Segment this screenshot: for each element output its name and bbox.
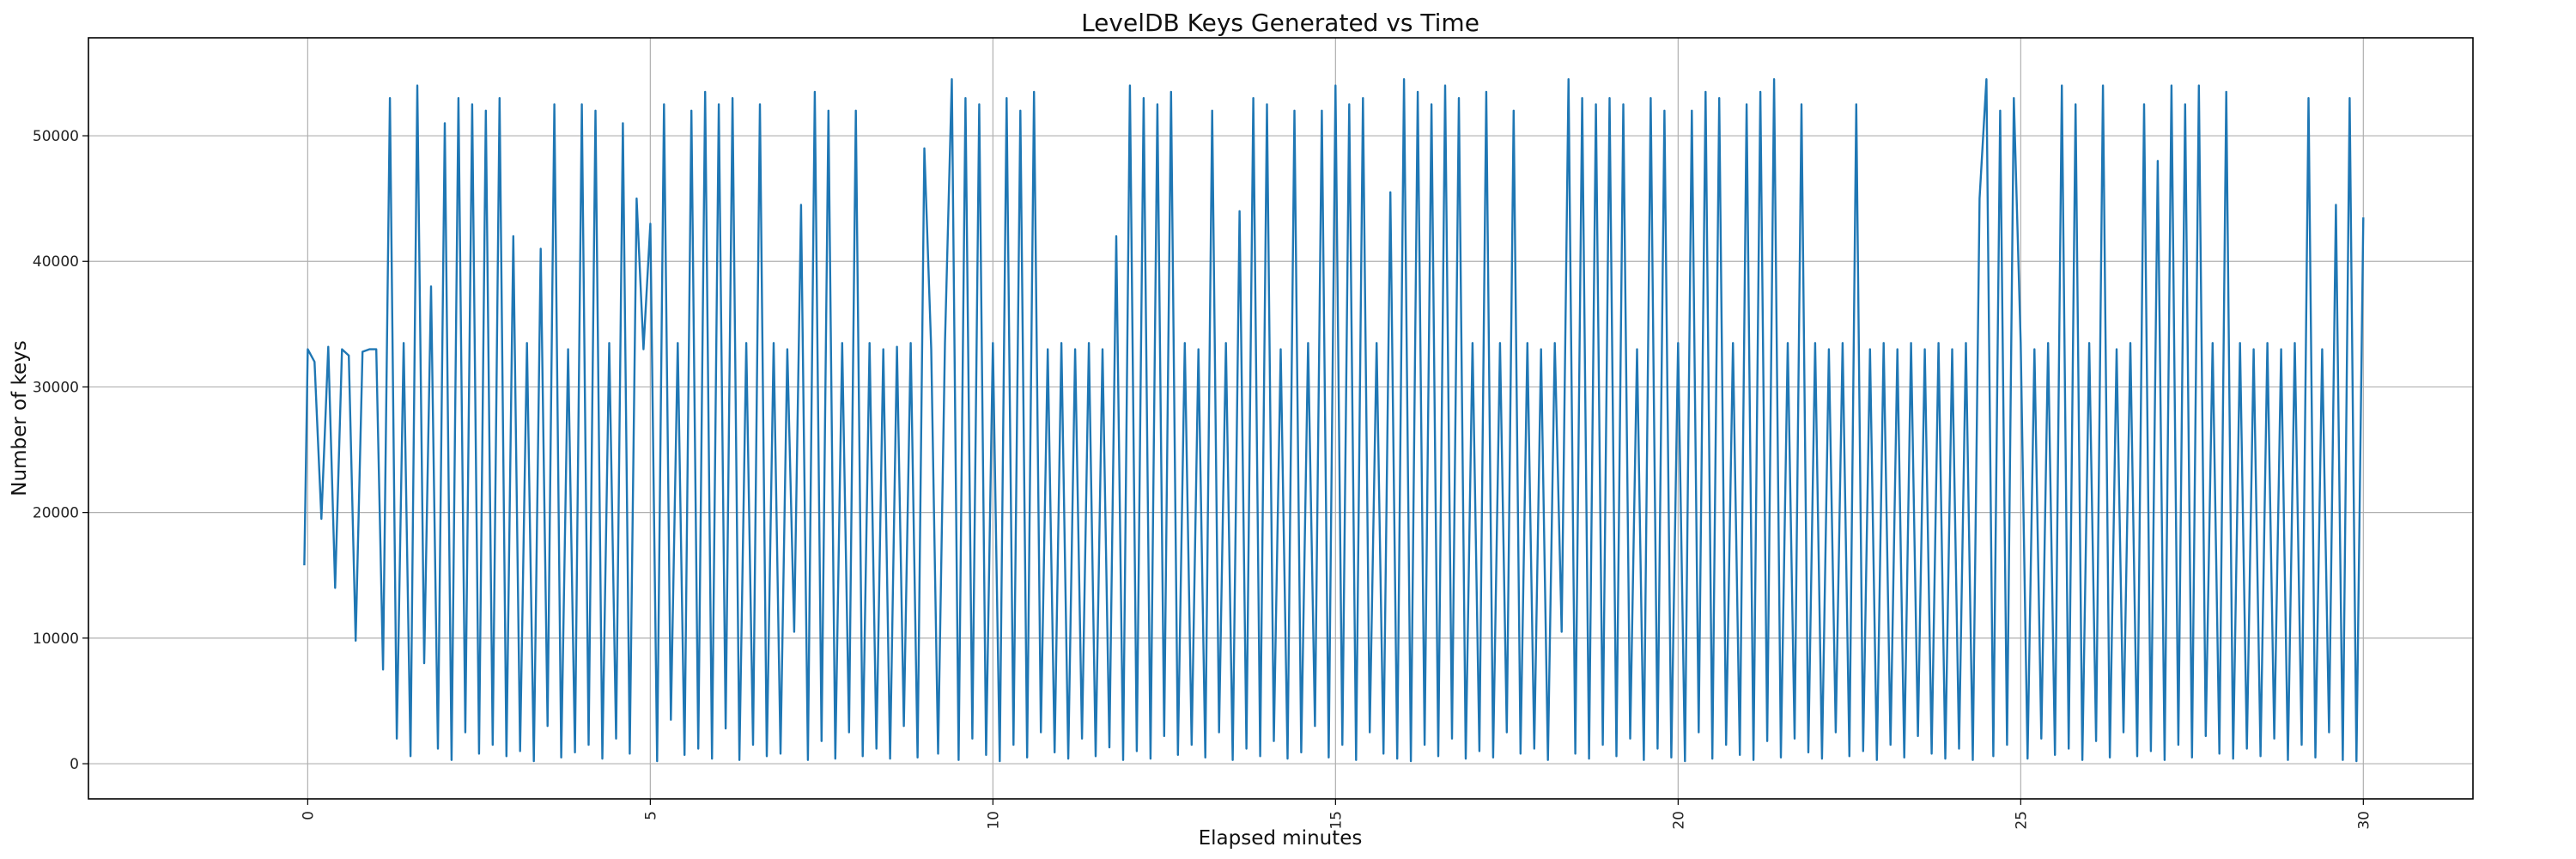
- x-tick-label: 0: [300, 811, 317, 820]
- x-tick-label: 20: [1670, 811, 1687, 830]
- series-keys: [303, 78, 2365, 763]
- axis-ticks: 0 5 10 15 20 25 30 0 10000 20000 30000 40000 50000: [33, 128, 2372, 830]
- x-axis-label: Elapsed minutes: [1199, 827, 1363, 850]
- y-tick-label: 50000: [33, 128, 79, 145]
- plot-frame: [88, 37, 2474, 800]
- y-tick-label: 10000: [33, 631, 79, 648]
- y-tick-label: 0: [70, 756, 79, 773]
- y-axis-label: Number of keys: [9, 340, 31, 496]
- y-tick-label: 30000: [33, 379, 79, 396]
- x-tick-label: 15: [1327, 811, 1345, 830]
- series-line: [303, 78, 2365, 763]
- y-tick-label: 40000: [33, 253, 79, 271]
- x-tick-label: 30: [2355, 811, 2372, 830]
- x-tick-label: 5: [642, 811, 659, 820]
- x-tick-label: 25: [2013, 811, 2030, 830]
- x-tick-label: 10: [985, 811, 1002, 830]
- chart-title: LevelDB Keys Generated vs Time: [1081, 9, 1479, 37]
- y-tick-label: 20000: [33, 505, 79, 522]
